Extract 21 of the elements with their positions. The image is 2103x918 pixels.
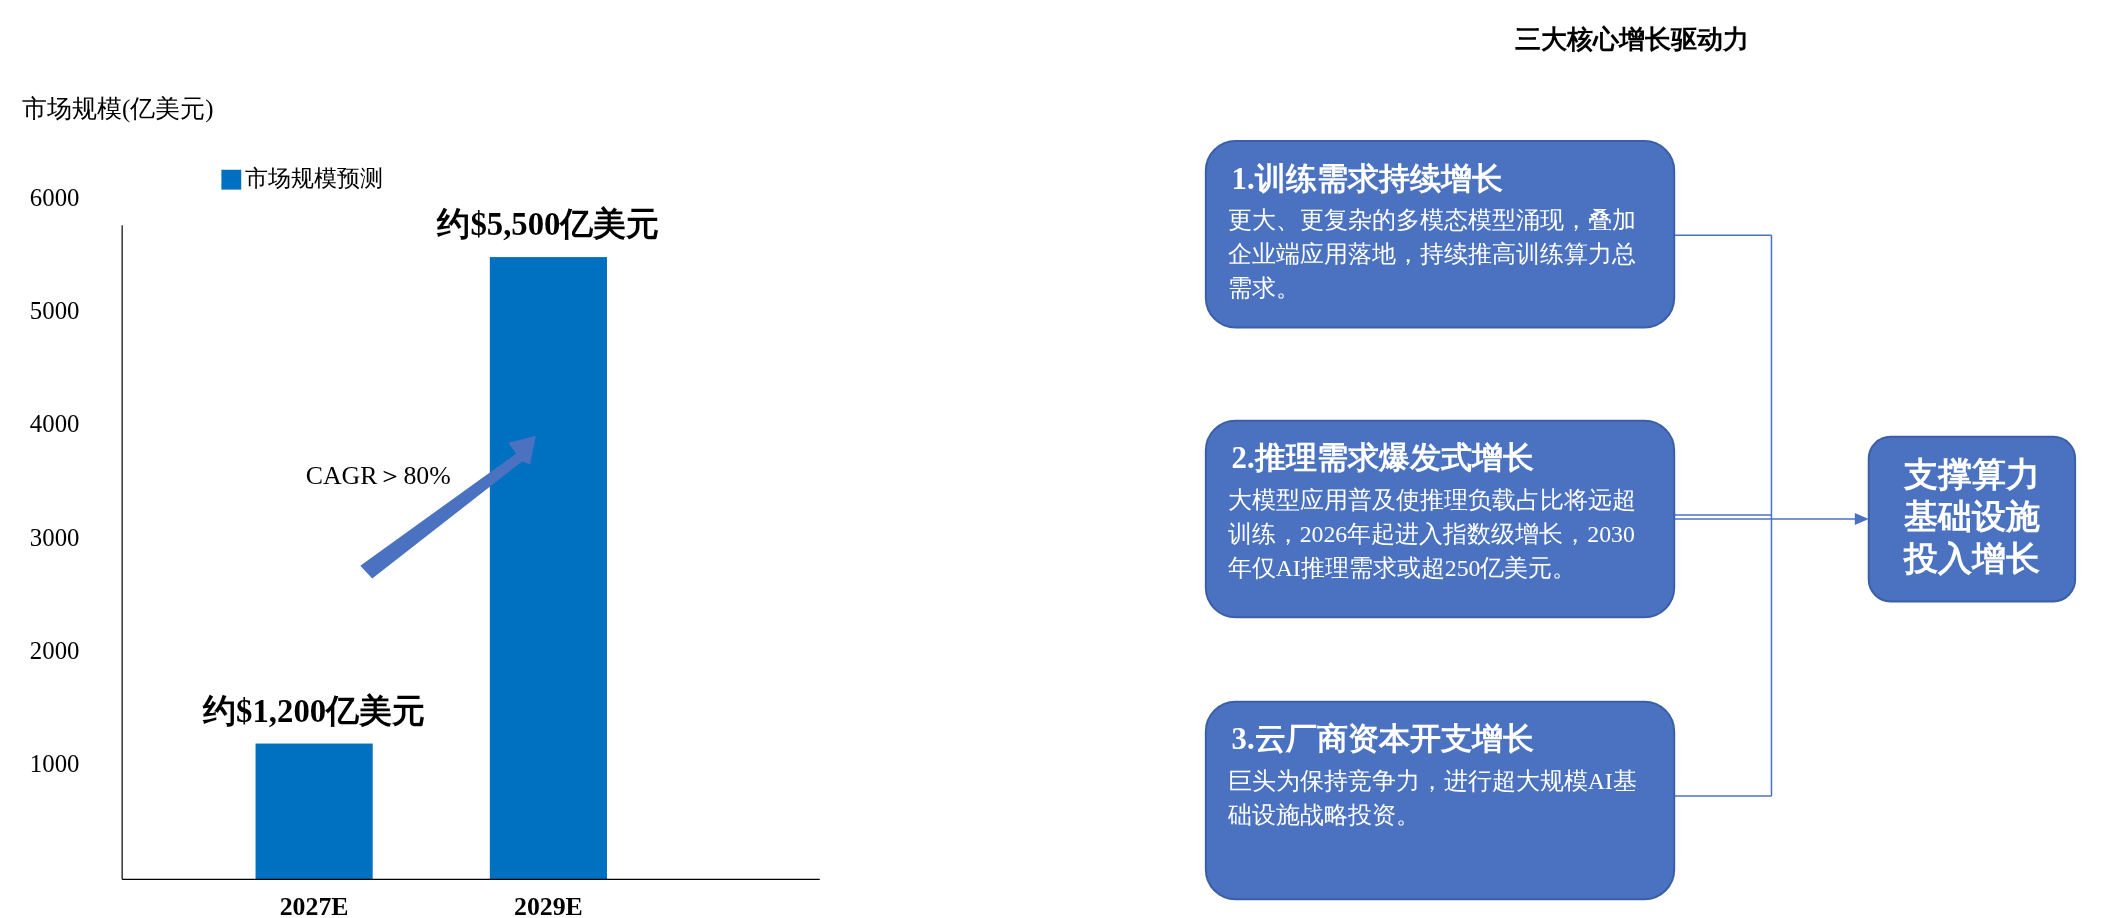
text: 2.推理需求爆发式增长	[1231, 441, 1534, 476]
text: 大模型应用普及使推理负载占比将远超训练，2026年起进入指数级增长，2030年仅AI推理需求或超250亿美元。	[1227, 487, 1636, 581]
text: 更大、更复杂的多模态模型涌现，叠加企业端应用落地，持续推高训练算力总需求。	[1227, 207, 1636, 301]
text: 3.云厂商资本开支增长	[1231, 722, 1534, 757]
data-label: 约$5,500亿美元	[436, 206, 660, 243]
text: 支撑算力基础设施投入增长	[1901, 456, 2040, 577]
y-tick-label: 2000	[29, 636, 80, 664]
y-tick-label: 4000	[29, 410, 80, 438]
x-tick-label: 2029E	[514, 892, 583, 918]
annotation: CAGR＞80%	[305, 461, 451, 491]
legend-label: 市场规模预测	[245, 165, 384, 191]
data-label: 约$1,200亿美元	[202, 692, 426, 729]
y-tick-label: 5000	[29, 297, 80, 325]
y-tick-label: 3000	[29, 523, 80, 551]
y-axis-title: 市场规模(亿美元)	[21, 95, 214, 124]
text: 三大核心增长驱动力	[1514, 24, 1749, 54]
text: 1.训练需求持续增长	[1231, 161, 1503, 196]
text: 巨头为保持竞争力，进行超大规模AI基础设施战略投资。	[1226, 768, 1637, 828]
y-tick-label: 1000	[29, 749, 80, 777]
y-tick-label: 6000	[29, 184, 80, 212]
x-tick-label: 2027E	[279, 892, 349, 918]
